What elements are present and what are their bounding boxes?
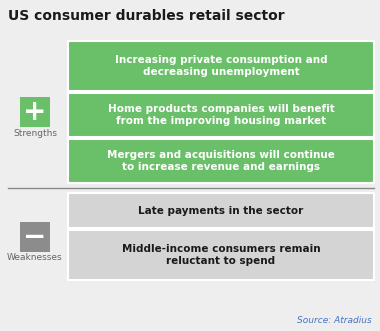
Text: Home products companies will benefit
from the improving housing market: Home products companies will benefit fro… [108, 104, 334, 126]
Bar [68, 230, 374, 280]
Text: US consumer durables retail sector: US consumer durables retail sector [8, 9, 285, 23]
Text: Strengths: Strengths [13, 129, 57, 138]
Text: Middle-income consumers remain
reluctant to spend: Middle-income consumers remain reluctant… [122, 244, 320, 266]
Text: +: + [23, 98, 47, 126]
Text: Increasing private consumption and
decreasing unemployment: Increasing private consumption and decre… [115, 55, 327, 77]
Text: Late payments in the sector: Late payments in the sector [138, 206, 304, 215]
Text: Source: Atradius: Source: Atradius [297, 316, 372, 325]
Bar [20, 221, 50, 252]
Bar [20, 97, 50, 127]
Bar [68, 93, 374, 137]
Text: −: − [24, 222, 47, 251]
Bar [68, 193, 374, 228]
Bar [68, 139, 374, 183]
Bar [68, 41, 374, 91]
Text: Mergers and acquisitions will continue
to increase revenue and earnings: Mergers and acquisitions will continue t… [107, 150, 335, 172]
Text: Weaknesses: Weaknesses [7, 254, 63, 262]
